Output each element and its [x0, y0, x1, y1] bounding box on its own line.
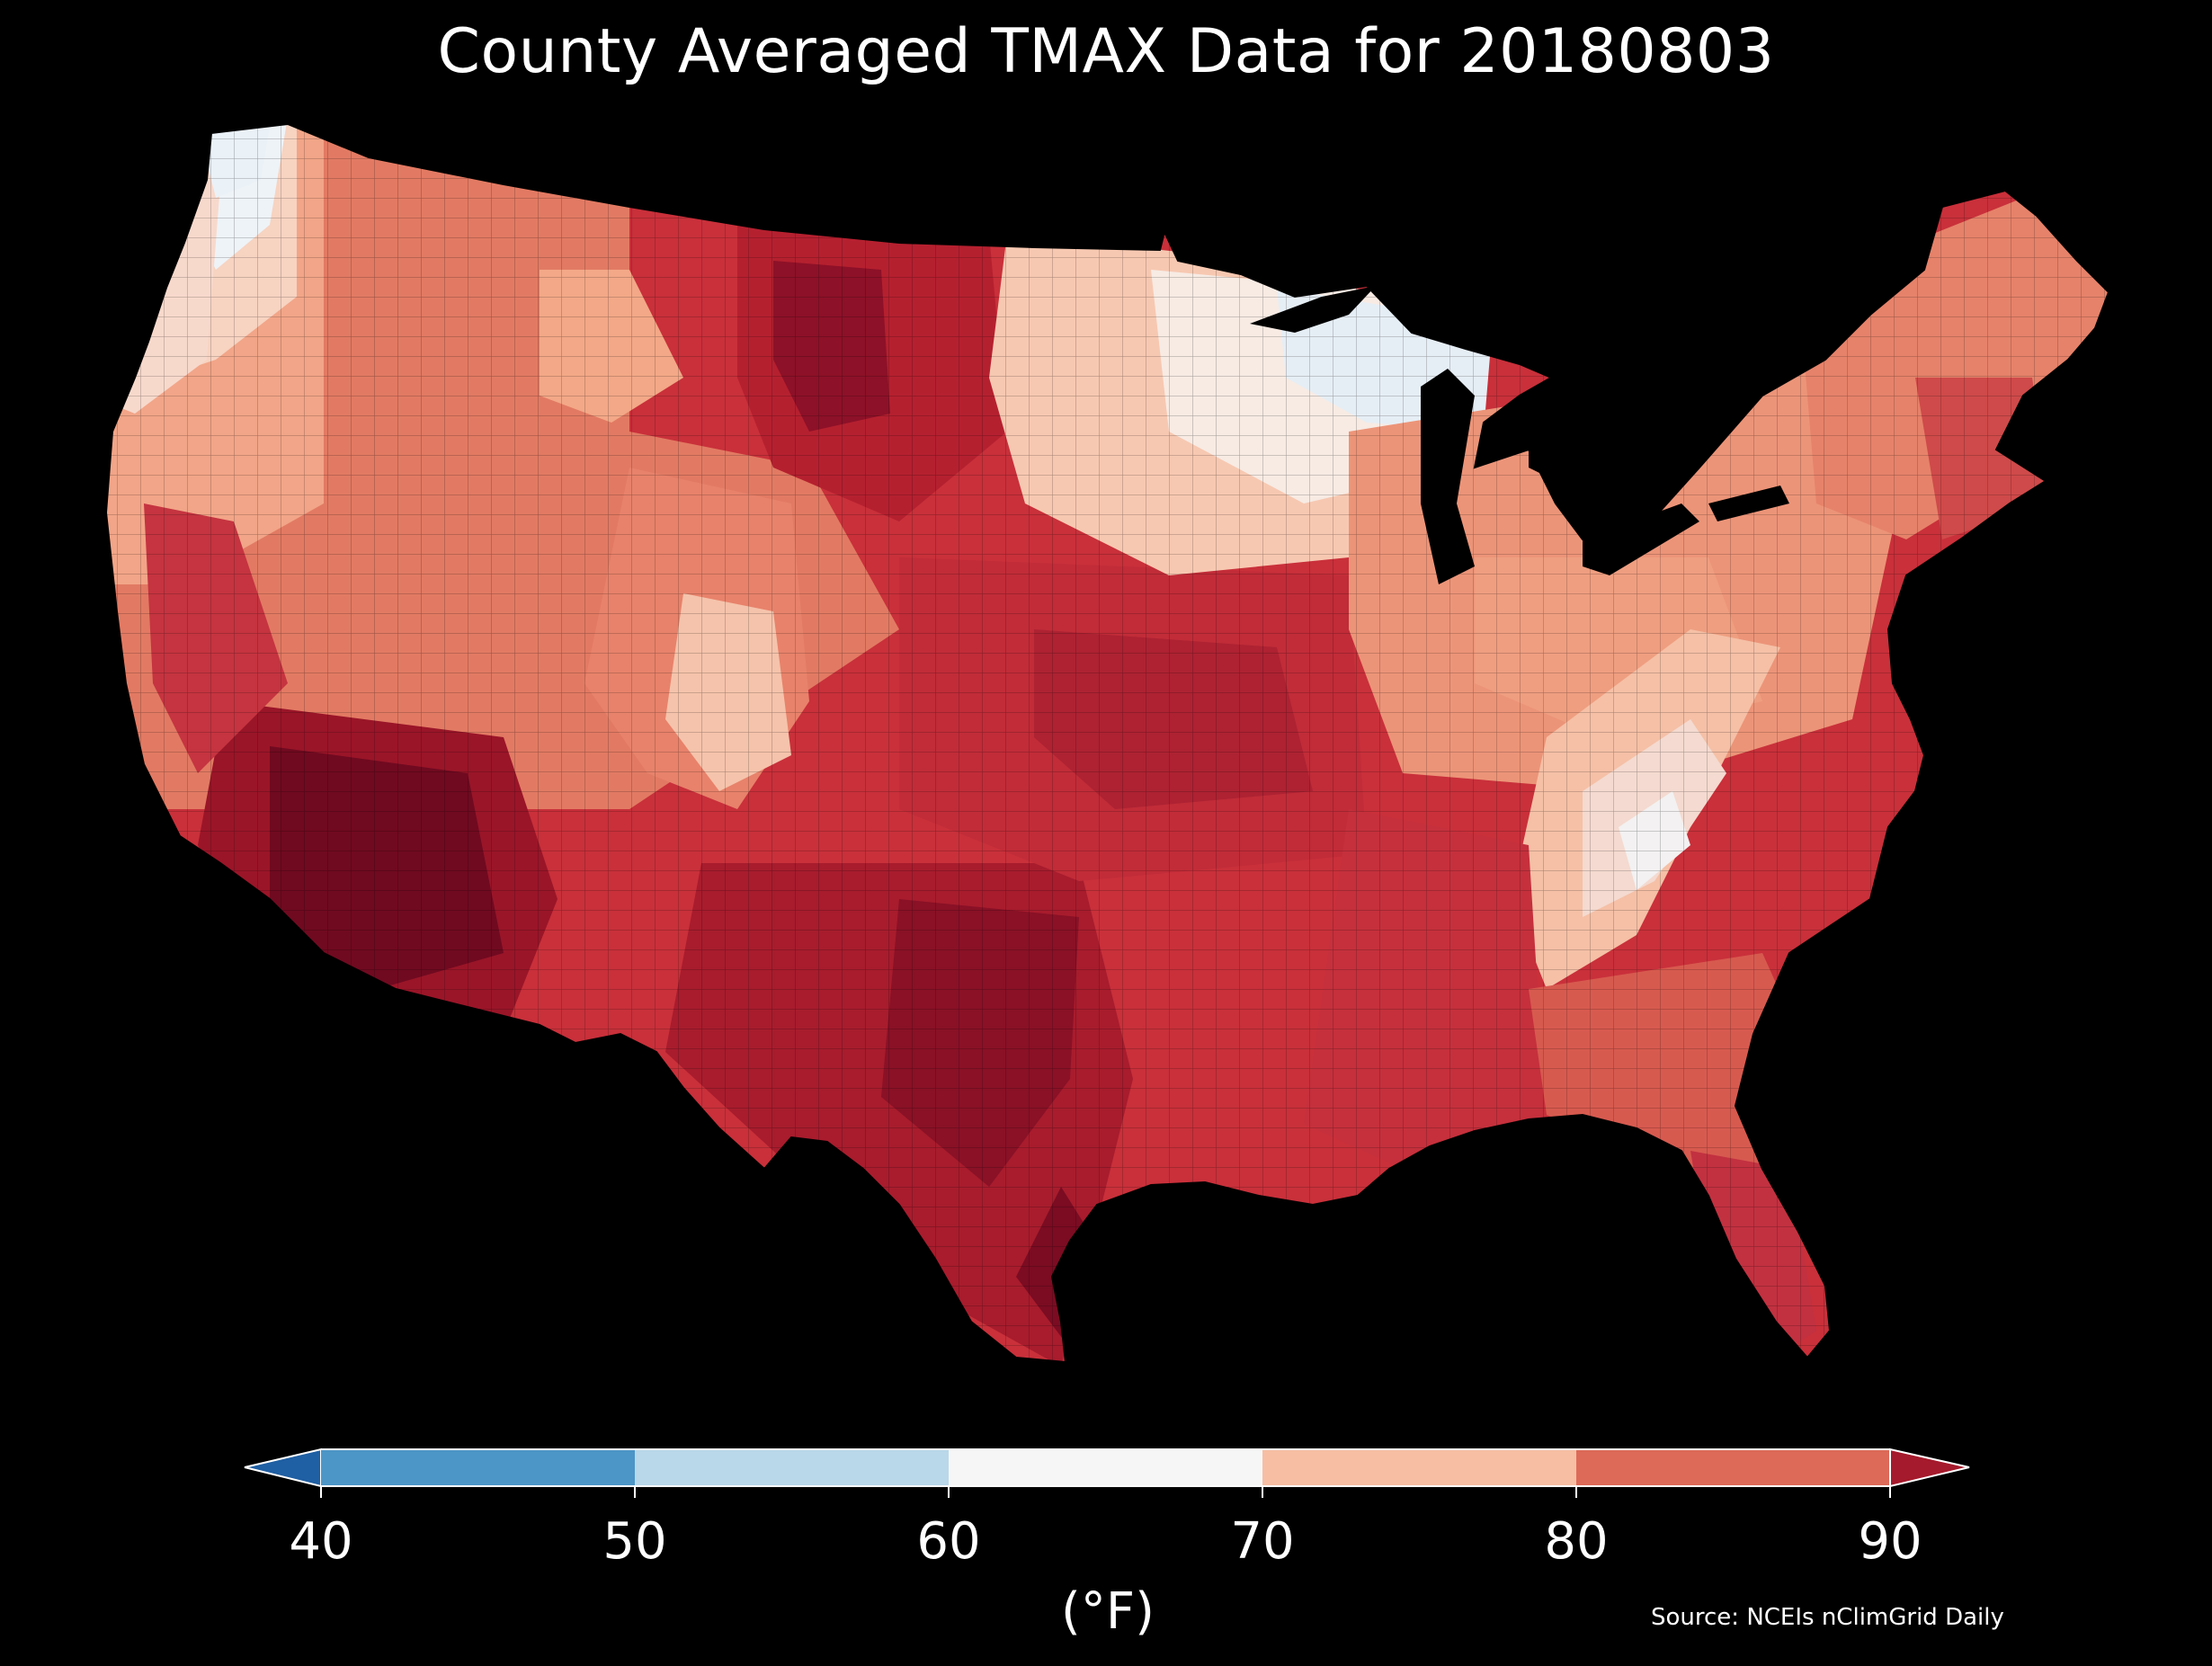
- colorbar-bin-50-60: [635, 1449, 949, 1486]
- source-credit: Source: NCEIs nClimGrid Daily: [1651, 1604, 2004, 1631]
- colorbar-bin-70-80: [1262, 1449, 1576, 1486]
- colorbar-tick-40: 40: [289, 1512, 353, 1571]
- colorbar-tick-50: 50: [602, 1512, 667, 1571]
- us-county-map: [104, 122, 2110, 1364]
- colorbar-tick-70: 70: [1230, 1512, 1295, 1571]
- colorbar-extend-high: [1889, 1448, 1970, 1488]
- great-lakes: [1250, 286, 1789, 584]
- colorbar-tick-90: 90: [1858, 1512, 1922, 1571]
- map-title: County Averaged TMAX Data for 20180803: [437, 16, 1775, 87]
- colorbar-bin-40-50: [321, 1449, 635, 1486]
- colorbar-unit-label: (°F): [1061, 1582, 1155, 1641]
- colorbar-tick-80: 80: [1544, 1512, 1609, 1571]
- colorbar-bin-60-70: [949, 1449, 1262, 1486]
- colorbar-bin-80-90: [1576, 1449, 1890, 1486]
- colorbar-tick-60: 60: [916, 1512, 981, 1571]
- colorbar-extend-low: [244, 1448, 322, 1488]
